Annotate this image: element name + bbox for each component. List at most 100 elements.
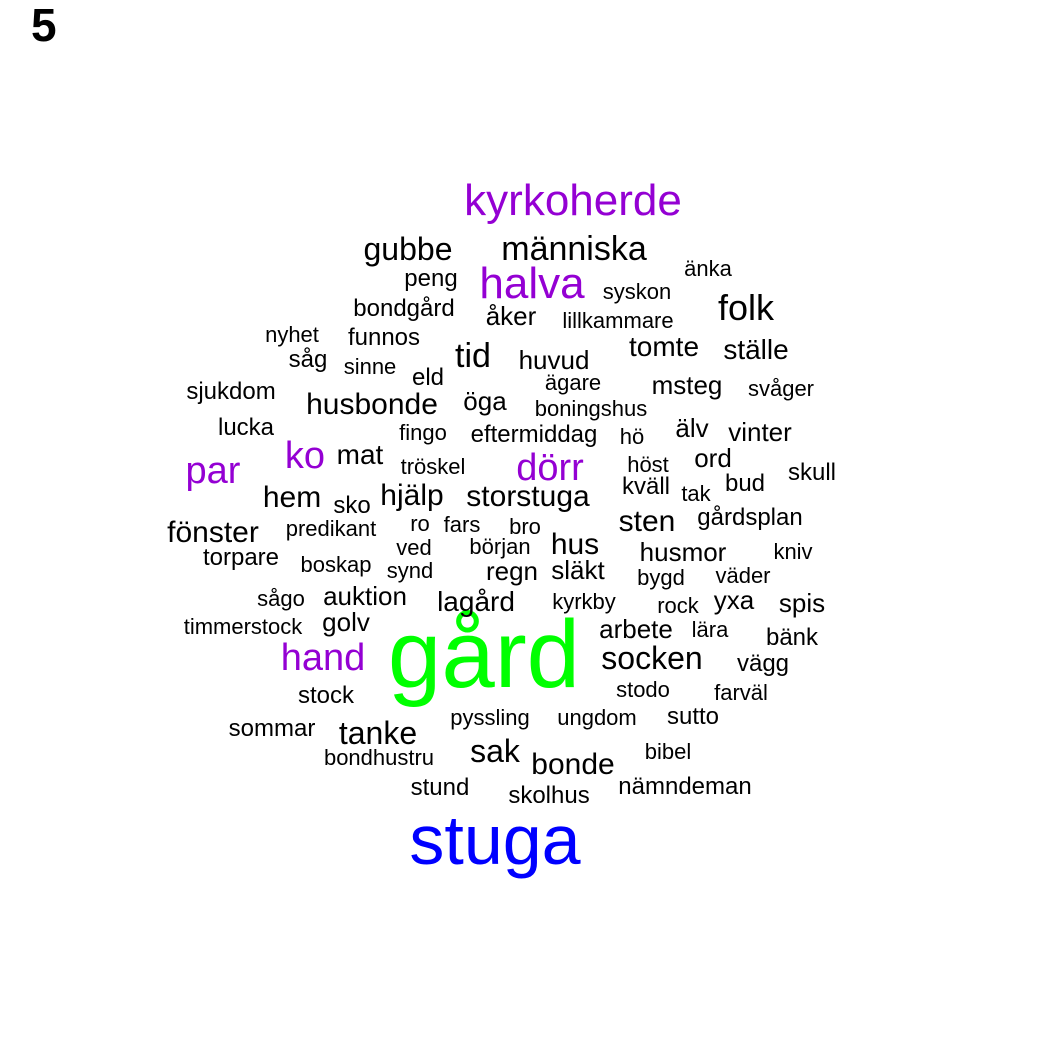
word-gubbe: gubbe — [363, 231, 453, 267]
word-början: början — [469, 534, 531, 559]
word-vägg: vägg — [736, 650, 790, 677]
word-tröskel: tröskel — [400, 454, 466, 479]
word-tanke: tanke — [338, 715, 418, 751]
word-bud: bud — [724, 470, 766, 497]
word-ställe: ställe — [723, 334, 789, 365]
word-svåger: svåger — [747, 376, 815, 401]
word-regn: regn — [485, 556, 539, 586]
word-väder: väder — [715, 563, 771, 588]
word-dörr: dörr — [516, 447, 584, 489]
word-stock: stock — [297, 682, 355, 709]
word-sko: sko — [333, 492, 371, 519]
word-msteg: msteg — [651, 370, 723, 400]
word-boningshus: boningshus — [534, 396, 648, 421]
word-fars: fars — [443, 512, 481, 537]
word-ord: ord — [694, 443, 732, 473]
word-pyssling: pyssling — [450, 705, 530, 730]
word-höst: höst — [627, 452, 669, 477]
word-fönster: fönster — [167, 516, 259, 549]
word-syskon: syskon — [602, 279, 672, 304]
word-folk: folk — [717, 287, 775, 328]
word-farväl: farväl — [714, 680, 768, 705]
word-hjälp: hjälp — [380, 479, 444, 512]
word-hand: hand — [280, 637, 366, 679]
word-husmor: husmor — [639, 537, 727, 567]
word-släkt: släkt — [551, 555, 605, 585]
word-ungdom: ungdom — [557, 705, 637, 730]
word-timmerstock: timmerstock — [183, 614, 303, 639]
word-änka: änka — [684, 256, 732, 281]
word-halva: halva — [479, 259, 585, 308]
word-sak: sak — [470, 733, 520, 769]
word-peng: peng — [404, 265, 458, 292]
word-sommar: sommar — [228, 715, 316, 742]
word-kniv: kniv — [773, 539, 813, 564]
word-synd: synd — [386, 558, 434, 583]
word-tak: tak — [681, 481, 711, 506]
word-sutto: sutto — [666, 703, 720, 730]
word-skolhus: skolhus — [508, 782, 590, 809]
word-eld: eld — [411, 364, 445, 391]
word-sinne: sinne — [343, 354, 397, 379]
word-sjukdom: sjukdom — [186, 378, 276, 405]
word-kväll: kväll — [621, 473, 671, 500]
word-tid: tid — [455, 337, 491, 375]
word-bygd: bygd — [637, 565, 685, 590]
word-arbete: arbete — [599, 614, 673, 644]
word-nämndeman: nämndeman — [618, 773, 752, 800]
word-ved: ved — [396, 535, 432, 560]
word-sågo: sågo — [257, 586, 305, 611]
word-bonde: bonde — [531, 748, 615, 781]
word-bro: bro — [509, 514, 541, 539]
word-hem: hem — [262, 481, 322, 514]
word-nyhet: nyhet — [265, 322, 319, 347]
word-sten: sten — [618, 505, 676, 538]
word-hö: hö — [619, 424, 645, 449]
word-ro: ro — [410, 511, 430, 536]
word-åker: åker — [485, 301, 537, 331]
word-socken: socken — [601, 640, 703, 676]
word-öga: öga — [463, 386, 507, 416]
word-boskap: boskap — [300, 552, 372, 577]
word-skull: skull — [787, 459, 837, 486]
word-stodo: stodo — [616, 677, 670, 702]
word-hus: hus — [550, 528, 600, 561]
word-huvud: huvud — [518, 345, 590, 375]
panel-label: 5 — [31, 0, 57, 51]
word-kyrkoherde: kyrkoherde — [464, 176, 682, 225]
word-par: par — [185, 450, 241, 492]
word-ägare: ägare — [544, 370, 602, 395]
word-eftermiddag: eftermiddag — [470, 421, 598, 448]
word-storstuga: storstuga — [466, 480, 590, 513]
word-människa: människa — [501, 230, 647, 268]
word-spis: spis — [778, 588, 826, 618]
word-lucka: lucka — [217, 414, 275, 441]
word-älv: älv — [675, 413, 709, 443]
word-bondhustru: bondhustru — [323, 745, 435, 770]
word-bondgård: bondgård — [353, 295, 455, 322]
word-funnos: funnos — [347, 324, 421, 351]
word-gård: gård — [387, 601, 581, 708]
word-stund: stund — [410, 774, 470, 801]
word-vinter: vinter — [728, 417, 792, 447]
word-yxa: yxa — [713, 585, 755, 615]
word-torpare: torpare — [202, 544, 280, 571]
word-lillkammare: lillkammare — [562, 308, 674, 333]
word-husbonde: husbonde — [306, 388, 438, 421]
word-lagård: lagård — [437, 586, 515, 617]
word-gårdsplan: gårdsplan — [697, 504, 803, 531]
word-såg: såg — [288, 346, 328, 373]
word-rock: rock — [657, 593, 699, 618]
word-auktion: auktion — [323, 581, 407, 611]
word-lära: lära — [691, 617, 729, 642]
word-kyrkby: kyrkby — [552, 589, 616, 614]
word-ko: ko — [284, 435, 326, 477]
word-fingo: fingo — [399, 420, 447, 445]
word-golv: golv — [322, 607, 370, 637]
word-tomte: tomte — [628, 331, 700, 362]
word-mat: mat — [336, 439, 384, 470]
word-predikant: predikant — [285, 516, 377, 541]
word-bibel: bibel — [644, 739, 692, 764]
word-bänk: bänk — [765, 624, 819, 651]
